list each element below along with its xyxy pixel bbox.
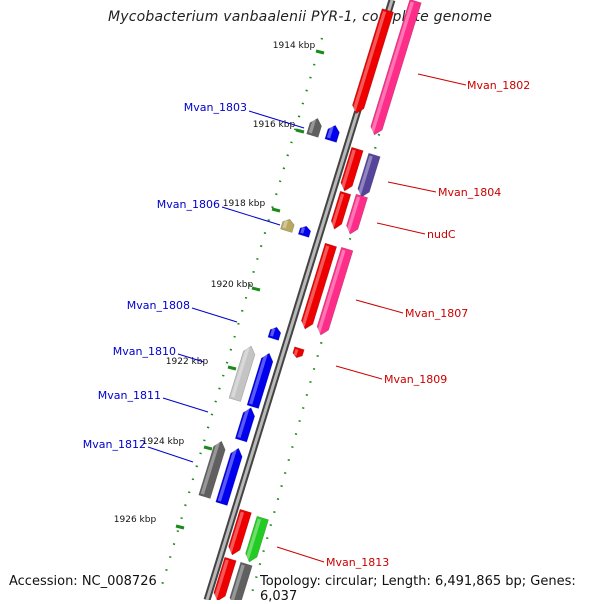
gene-label[interactable]: Mvan_1807: [405, 307, 468, 320]
gene-label[interactable]: Mvan_1804: [438, 186, 501, 199]
label-leader-line: [387, 181, 437, 193]
gene-mvan-1807-pink[interactable]: [315, 246, 354, 337]
gene-label[interactable]: Mvan_1810: [113, 345, 176, 358]
tick-mark: [315, 49, 325, 55]
gene-mvan-1808[interactable]: [267, 326, 282, 341]
tick-mark: [271, 207, 281, 213]
label-leader-line: [177, 353, 205, 363]
gene-features: [198, 0, 422, 600]
tick-mark: [203, 445, 213, 451]
gene-mvan-1806-blue[interactable]: [297, 225, 312, 238]
tick-label: 1918 kbp: [223, 199, 266, 209]
label-leader-line: [162, 397, 209, 413]
gene-label[interactable]: Mvan_1803: [184, 101, 247, 114]
gene-mvan-1803-gray[interactable]: [306, 117, 324, 138]
gene-nudc-pink[interactable]: [344, 193, 368, 236]
tick-mark: [227, 365, 237, 371]
gene-mvan-1811[interactable]: [234, 406, 256, 443]
gene-mvan-1802-red[interactable]: [350, 8, 394, 116]
gene-labels: Mvan_1802 Mvan_1803 Mvan_1804 Mvan_1806 nudC…: [83, 73, 530, 569]
label-leader-line: [417, 73, 467, 86]
gene-mvan-1813-red[interactable]: [227, 508, 252, 556]
gene-mvan-1806-olive[interactable]: [280, 218, 296, 233]
tick-mark: [251, 286, 261, 292]
gene-mvan-1804-purple[interactable]: [356, 152, 381, 199]
gene-label[interactable]: Mvan_1809: [384, 373, 447, 386]
label-leader-line: [147, 446, 194, 463]
gene-mvan-1804-red[interactable]: [339, 146, 364, 193]
gene-mvan-1810-blue[interactable]: [246, 351, 275, 409]
gene-mvan-1807-red[interactable]: [299, 242, 338, 331]
label-leader-line: [335, 365, 383, 380]
gene-mvan-1812-blue[interactable]: [215, 447, 245, 506]
label-leader-line: [355, 299, 404, 314]
tick-mark: [295, 128, 305, 134]
gene-mvan-1803-blue[interactable]: [324, 124, 341, 143]
gene-label[interactable]: Mvan_1808: [127, 299, 190, 312]
gene-label[interactable]: Mvan_1802: [467, 79, 530, 92]
label-leader-line: [248, 110, 305, 129]
gene-mvan-1809[interactable]: [292, 346, 305, 359]
gene-label[interactable]: Mvan_1812: [83, 438, 146, 451]
label-leader-line: [221, 206, 281, 226]
gene-label[interactable]: nudC: [427, 228, 456, 241]
gene-label[interactable]: Mvan_1813: [326, 556, 389, 569]
tick-marks: 1914 kbp 1916 kbp 1918 kbp 1920 kbp 1922 kbp…: [114, 41, 325, 530]
gene-lower-red[interactable]: [212, 556, 237, 600]
gene-label[interactable]: Mvan_1811: [98, 389, 161, 402]
label-leader-line: [376, 222, 426, 235]
gene-lower-gray[interactable]: [228, 561, 253, 600]
gene-nudc-red[interactable]: [329, 190, 352, 231]
gene-mvan-1812-gray[interactable]: [198, 440, 228, 499]
tick-label: 1916 kbp: [253, 120, 296, 130]
genome-title: Mycobacterium vanbaalenii PYR-1, complet…: [107, 9, 493, 25]
tick-label: 1922 kbp: [166, 357, 209, 367]
gene-mvan-1810-lightgray[interactable]: [228, 344, 257, 402]
tick-label: 1920 kbp: [211, 280, 254, 290]
tick-label: 1914 kbp: [273, 41, 316, 51]
gene-label[interactable]: Mvan_1806: [157, 198, 220, 211]
tick-label: 1924 kbp: [142, 437, 185, 447]
gene-mvan-1802-pink[interactable]: [369, 0, 422, 137]
label-leader-line: [276, 546, 325, 563]
accession-text: Accession: NC_008726: [9, 574, 157, 589]
tick-mark: [175, 524, 185, 530]
label-leader-line: [191, 307, 238, 323]
gene-mvan-1813-green[interactable]: [244, 515, 269, 563]
tick-label: 1926 kbp: [114, 515, 157, 525]
